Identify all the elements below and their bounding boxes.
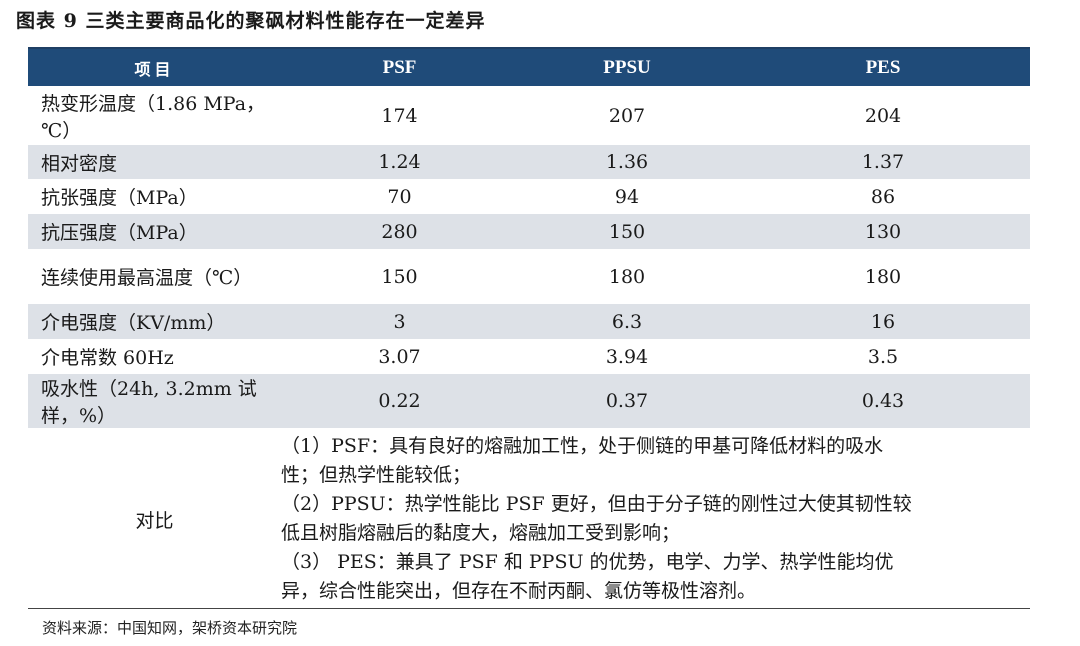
cell-psf: 70 <box>387 185 412 208</box>
comparison-line: （3） PES：兼具了 PSF 和 PPSU 的优势，电学、力学、热学性能均优 <box>281 551 894 573</box>
comparison-line: （1）PSF：具有良好的熔融加工性，处于侧链的甲基可降低材料的吸水 <box>281 435 884 457</box>
header-ppsu: PPSU <box>518 49 736 86</box>
header-psf: PSF <box>281 49 518 86</box>
table-row: 抗张强度（MPa） 70 94 86 <box>28 179 1030 214</box>
row-label: 抗张强度（MPa） <box>41 187 198 209</box>
comparison-row: 对比 （1）PSF：具有良好的熔融加工性，处于侧链的甲基可降低材料的吸水 性；但… <box>28 428 1030 610</box>
cell-ppsu: 1.36 <box>518 145 736 179</box>
comparison-text: （1）PSF：具有良好的熔融加工性，处于侧链的甲基可降低材料的吸水 性；但热学性… <box>281 428 1030 610</box>
table-row: 吸水性（24h, 3.2mm 试样，%） 0.22 0.37 0.43 <box>28 374 1030 428</box>
cell-psf: 280 <box>281 214 518 249</box>
comparison-line: 异，综合性能突出，但存在不耐丙酮、氯仿等极性溶剂。 <box>281 580 757 602</box>
table-row: 连续使用最高温度（℃） 150 180 180 <box>28 249 1030 304</box>
top-rule <box>28 47 1030 49</box>
cell-pes: 0.43 <box>736 374 1030 428</box>
cell-psf: 3 <box>281 304 518 339</box>
table-row: 热变形温度（1.86 MPa，℃） 174 207 204 <box>28 86 1030 145</box>
header-row: 项目 PSF PPSU PES <box>28 49 1030 86</box>
cell-psf: 174 <box>381 104 418 127</box>
cell-ppsu: 180 <box>608 265 646 288</box>
cell-ppsu: 6.3 <box>518 304 736 339</box>
comparison-label: 对比 <box>135 509 174 532</box>
row-label: 热变形温度（1.86 MPa，℃） <box>41 92 266 142</box>
cell-ppsu: 150 <box>518 214 736 249</box>
cell-pes: 3.5 <box>867 345 899 368</box>
header-pes: PES <box>736 49 1030 86</box>
comparison-line: 低且树脂熔融后的黏度大，熔融加工受到影响； <box>281 522 681 544</box>
cell-psf: 3.07 <box>378 345 421 368</box>
bottom-rule <box>28 608 1030 609</box>
cell-psf: 0.22 <box>281 374 518 428</box>
row-label: 介电强度（KV/mm） <box>28 304 281 339</box>
row-label: 介电常数 60Hz <box>41 347 174 369</box>
header-item: 项目 <box>28 49 281 86</box>
cell-pes: 130 <box>736 214 1030 249</box>
comparison-line: 性；但热学性能较低； <box>281 464 472 486</box>
cell-pes: 86 <box>870 185 896 208</box>
cell-psf: 1.24 <box>281 145 518 179</box>
cell-pes: 180 <box>864 265 902 288</box>
comparison-line: （2）PPSU：热学性能比 PSF 更好，但由于分子链的刚性过大使其韧性较 <box>281 493 912 515</box>
cell-ppsu: 207 <box>608 104 646 127</box>
source-note: 资料来源：中国知网，架桥资本研究院 <box>42 619 298 637</box>
cell-psf: 150 <box>381 265 418 288</box>
cell-ppsu: 3.94 <box>605 345 649 368</box>
row-label: 抗压强度（MPa） <box>28 214 281 249</box>
cell-pes: 1.37 <box>736 145 1030 179</box>
table-row: 抗压强度（MPa） 280 150 130 <box>28 214 1030 249</box>
cell-pes: 204 <box>864 104 902 127</box>
cell-ppsu: 94 <box>614 185 640 208</box>
cell-pes: 16 <box>736 304 1030 339</box>
table-row: 介电强度（KV/mm） 3 6.3 16 <box>28 304 1030 339</box>
row-label: 相对密度 <box>28 145 281 179</box>
property-table: 项目 PSF PPSU PES 热变形温度（1.86 MPa，℃） 174 20… <box>28 49 1030 610</box>
table-row: 介电常数 60Hz 3.07 3.94 3.5 <box>28 339 1030 374</box>
table-row: 相对密度 1.24 1.36 1.37 <box>28 145 1030 179</box>
cell-ppsu: 0.37 <box>518 374 736 428</box>
figure-title: 图表 9 三类主要商品化的聚砜材料性能存在一定差异 <box>16 10 486 32</box>
row-label: 吸水性（24h, 3.2mm 试样，%） <box>28 374 281 428</box>
row-label: 连续使用最高温度（℃） <box>41 267 253 289</box>
